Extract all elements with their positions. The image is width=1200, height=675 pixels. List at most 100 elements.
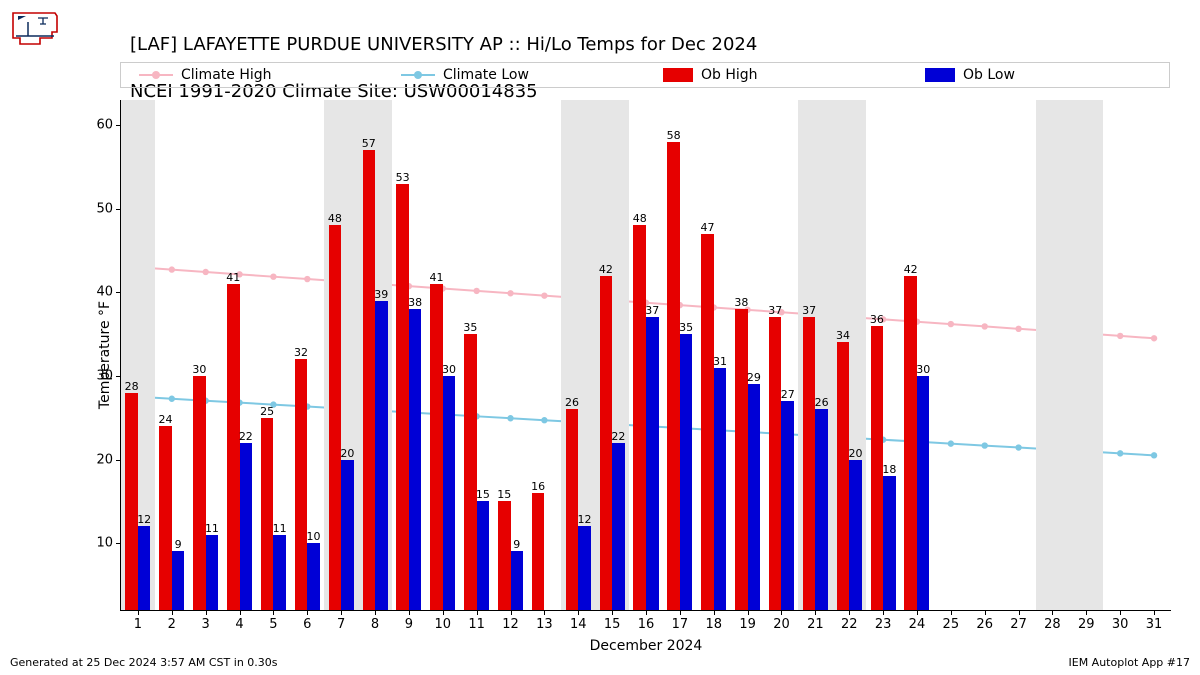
ob-high-bar-label: 37 bbox=[802, 304, 816, 317]
ob-low-bar bbox=[917, 376, 930, 610]
ob-high-bar-label: 32 bbox=[294, 346, 308, 359]
ob-low-bar bbox=[477, 501, 490, 610]
x-tick-label: 29 bbox=[1078, 617, 1095, 632]
x-tick-label: 1 bbox=[134, 617, 142, 632]
x-tick-label: 30 bbox=[1112, 617, 1129, 632]
x-tick-label: 12 bbox=[502, 617, 519, 632]
ob-low-bar bbox=[849, 460, 862, 610]
ob-low-bar-label: 12 bbox=[578, 513, 592, 526]
x-tick-label: 17 bbox=[672, 617, 689, 632]
ob-high-bar-label: 30 bbox=[192, 363, 206, 376]
x-tick-label: 28 bbox=[1044, 617, 1061, 632]
ob-low-bar bbox=[883, 476, 896, 610]
ob-high-bar bbox=[261, 418, 274, 610]
ob-low-bar-label: 31 bbox=[713, 355, 727, 368]
ob-low-bar bbox=[714, 368, 727, 610]
ob-low-bar-label: 27 bbox=[781, 388, 795, 401]
ob-low-bar-label: 20 bbox=[340, 447, 354, 460]
ob-low-bar-label: 30 bbox=[916, 363, 930, 376]
ob-high-bar bbox=[498, 501, 511, 610]
ob-high-bar-label: 35 bbox=[463, 321, 477, 334]
ob-low-bar bbox=[409, 309, 422, 610]
ob-high-bar bbox=[295, 359, 308, 610]
ob-high-bar bbox=[701, 234, 714, 610]
ob-high-bar-label: 37 bbox=[768, 304, 782, 317]
legend-label: Climate High bbox=[181, 67, 272, 83]
x-tick-label: 6 bbox=[303, 617, 311, 632]
y-tick-label: 40 bbox=[81, 285, 113, 300]
x-tick-label: 13 bbox=[536, 617, 553, 632]
chart-title: [LAF] LAFAYETTE PURDUE UNIVERSITY AP :: … bbox=[130, 10, 757, 104]
x-tick-label: 31 bbox=[1146, 617, 1163, 632]
ob-low-bar bbox=[375, 301, 388, 610]
iem-logo bbox=[10, 8, 60, 48]
ob-low-bar-label: 9 bbox=[175, 538, 182, 551]
x-tick-label: 7 bbox=[337, 617, 345, 632]
legend-label: Ob High bbox=[701, 67, 758, 83]
ob-high-bar-label: 34 bbox=[836, 329, 850, 342]
ob-low-bar bbox=[240, 443, 253, 610]
ob-high-bar-label: 42 bbox=[599, 263, 613, 276]
ob-high-bar-label: 57 bbox=[362, 137, 376, 150]
ob-high-bar bbox=[769, 317, 782, 610]
legend-item: Climate Low bbox=[383, 67, 645, 83]
ob-high-bar-label: 48 bbox=[633, 212, 647, 225]
ob-high-bar bbox=[193, 376, 206, 610]
ob-high-bar-label: 42 bbox=[904, 263, 918, 276]
ob-high-bar bbox=[633, 225, 646, 610]
legend-label: Ob Low bbox=[963, 67, 1015, 83]
ob-low-bar-label: 26 bbox=[815, 396, 829, 409]
y-tick-label: 20 bbox=[81, 452, 113, 467]
ob-high-bar-label: 26 bbox=[565, 396, 579, 409]
title-line-1: [LAF] LAFAYETTE PURDUE UNIVERSITY AP :: … bbox=[130, 34, 757, 55]
ob-low-bar bbox=[138, 526, 151, 610]
ob-low-bar bbox=[206, 535, 219, 610]
x-tick-label: 11 bbox=[468, 617, 485, 632]
ob-low-bar-label: 22 bbox=[611, 430, 625, 443]
ob-high-bar-label: 41 bbox=[226, 271, 240, 284]
x-tick-label: 2 bbox=[168, 617, 176, 632]
ob-high-bar bbox=[125, 393, 138, 610]
ob-low-bar bbox=[781, 401, 794, 610]
ob-low-bar bbox=[341, 460, 354, 610]
ob-high-bar bbox=[904, 276, 917, 610]
y-axis-label: Temperature °F bbox=[97, 301, 113, 409]
ob-high-bar-label: 28 bbox=[125, 380, 139, 393]
ob-low-bar bbox=[680, 334, 693, 610]
ob-low-bar-label: 18 bbox=[882, 463, 896, 476]
ob-high-bar bbox=[532, 493, 545, 610]
ob-low-bar-label: 9 bbox=[513, 538, 520, 551]
x-tick-label: 19 bbox=[739, 617, 756, 632]
legend-label: Climate Low bbox=[443, 67, 529, 83]
y-tick-label: 10 bbox=[81, 536, 113, 551]
ob-high-bar bbox=[735, 309, 748, 610]
x-tick-label: 4 bbox=[235, 617, 243, 632]
ob-high-bar bbox=[837, 342, 850, 610]
x-tick-label: 10 bbox=[434, 617, 451, 632]
ob-low-bar bbox=[578, 526, 591, 610]
ob-high-bar-label: 36 bbox=[870, 313, 884, 326]
ob-low-bar-label: 30 bbox=[442, 363, 456, 376]
ob-high-bar-label: 48 bbox=[328, 212, 342, 225]
ob-low-bar-label: 11 bbox=[273, 522, 287, 535]
ob-low-bar bbox=[443, 376, 456, 610]
ob-low-bar-label: 22 bbox=[239, 430, 253, 443]
y-tick-label: 50 bbox=[81, 201, 113, 216]
plot-area: Temperature °F December 2024 10203040506… bbox=[120, 100, 1171, 611]
ob-low-bar-label: 39 bbox=[374, 288, 388, 301]
x-tick-label: 3 bbox=[202, 617, 210, 632]
ob-low-bar bbox=[815, 409, 828, 610]
ob-high-bar-label: 16 bbox=[531, 480, 545, 493]
ob-high-bar bbox=[464, 334, 477, 610]
ob-high-bar bbox=[396, 184, 409, 610]
ob-high-bar bbox=[227, 284, 240, 610]
ob-high-bar-label: 38 bbox=[734, 296, 748, 309]
x-tick-label: 21 bbox=[807, 617, 824, 632]
ob-low-bar bbox=[273, 535, 286, 610]
x-tick-label: 22 bbox=[841, 617, 858, 632]
y-tick-label: 30 bbox=[81, 368, 113, 383]
ob-high-bar-label: 24 bbox=[159, 413, 173, 426]
ob-low-bar bbox=[172, 551, 185, 610]
x-tick-label: 5 bbox=[269, 617, 277, 632]
ob-high-bar-label: 25 bbox=[260, 405, 274, 418]
